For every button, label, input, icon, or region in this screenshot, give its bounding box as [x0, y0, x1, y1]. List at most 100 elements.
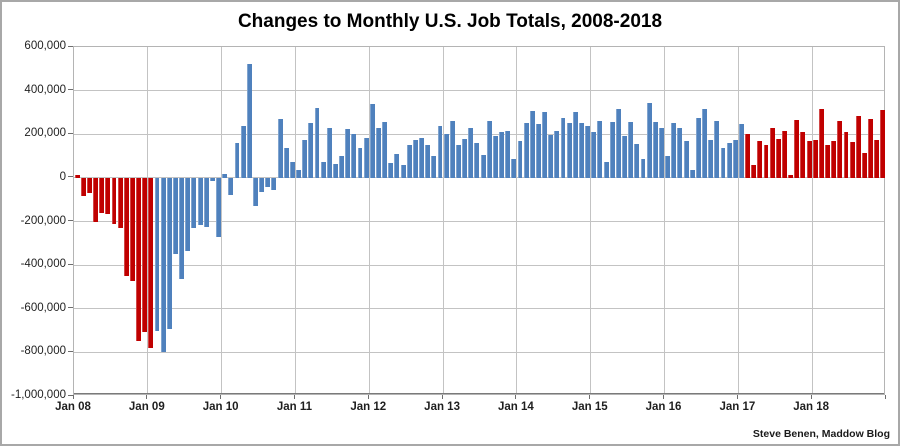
bar: [517, 140, 523, 178]
bar: [585, 125, 591, 178]
x-axis-tick: [589, 395, 591, 399]
bar: [542, 112, 548, 178]
bar: [554, 130, 560, 178]
bar: [849, 141, 855, 178]
bar: [548, 135, 554, 178]
bar: [209, 177, 215, 182]
x-axis-tick: [220, 395, 222, 399]
bar: [726, 142, 732, 178]
y-axis-tick: [68, 89, 73, 91]
bar: [123, 177, 129, 277]
bar: [800, 132, 806, 178]
horizontal-gridline: [74, 351, 884, 353]
bar: [492, 136, 498, 178]
bar: [308, 123, 314, 178]
bar: [419, 137, 424, 178]
bar: [425, 145, 431, 178]
x-axis-tick-label: Jan 18: [793, 401, 830, 413]
bar: [634, 144, 640, 178]
vertical-gridline: [442, 47, 444, 394]
bar: [775, 138, 781, 178]
horizontal-gridline: [74, 177, 884, 179]
bar: [93, 177, 98, 222]
bar: [431, 156, 437, 178]
bar: [788, 174, 794, 178]
bar: [376, 127, 381, 178]
bar: [609, 122, 615, 178]
bar: [535, 124, 541, 178]
bar: [708, 139, 714, 178]
bar: [173, 177, 178, 255]
bar: [129, 177, 135, 282]
bar: [505, 130, 511, 178]
bar: [615, 109, 621, 178]
horizontal-gridline: [74, 133, 884, 135]
bar: [652, 122, 658, 178]
x-axis-tick-label: Jan 12: [350, 401, 387, 413]
bar: [812, 139, 818, 178]
bar: [302, 139, 308, 178]
bar: [456, 145, 461, 178]
x-axis-line: [74, 393, 884, 394]
bar: [277, 118, 283, 178]
vertical-gridline: [221, 47, 223, 394]
x-axis-tick-label: Jan 15: [571, 401, 608, 413]
bar: [640, 159, 646, 178]
bar: [646, 102, 652, 178]
vertical-gridline: [368, 47, 370, 394]
bar: [486, 121, 492, 178]
bar: [843, 132, 849, 178]
bar: [529, 111, 535, 178]
bar: [332, 163, 338, 178]
bar: [191, 177, 197, 229]
bar: [677, 127, 683, 178]
chart-title: Changes to Monthly U.S. Job Totals, 2008…: [237, 11, 663, 32]
bar: [265, 177, 271, 187]
y-axis-tick: [68, 220, 73, 221]
y-axis-tick-label: 600,000: [24, 40, 66, 52]
x-axis-tick: [663, 395, 665, 399]
bar: [702, 109, 707, 178]
bar: [283, 148, 289, 178]
bar: [351, 134, 357, 178]
bar: [511, 159, 517, 178]
bar: [818, 109, 824, 178]
bar: [345, 128, 351, 178]
bar: [566, 123, 572, 178]
bar: [665, 156, 671, 178]
bar: [683, 140, 689, 178]
horizontal-gridline: [74, 90, 884, 92]
bar: [695, 117, 701, 178]
vertical-gridline: [516, 47, 518, 394]
bar: [855, 115, 861, 178]
bar: [732, 139, 738, 178]
horizontal-gridline: [74, 221, 884, 222]
bar: [216, 177, 221, 237]
vertical-gridline: [590, 47, 592, 394]
bar: [197, 177, 203, 225]
bar: [443, 134, 449, 178]
bar: [296, 170, 301, 178]
bar: [806, 140, 812, 178]
attribution-text: Steve Benen, Maddow Blog: [752, 428, 890, 440]
x-axis-tick: [72, 395, 74, 399]
x-axis-tick-label: Jan 08: [55, 401, 91, 413]
bar: [185, 177, 191, 251]
y-axis-tick-label: 400,000: [24, 83, 66, 96]
horizontal-gridline: [74, 264, 884, 266]
bar: [259, 177, 265, 193]
x-axis-tick: [810, 395, 812, 399]
bar: [412, 139, 418, 178]
x-axis-tick: [293, 395, 295, 399]
y-axis-tick: [68, 176, 73, 178]
bar: [880, 110, 886, 178]
bar: [480, 154, 486, 178]
x-axis-tick-label: Jan 17: [719, 401, 756, 413]
bar: [671, 123, 677, 178]
x-axis-tick-label: Jan 16: [645, 401, 682, 413]
bar: [659, 127, 664, 178]
bar: [862, 152, 867, 178]
bar: [757, 140, 763, 178]
vertical-gridline: [294, 47, 296, 394]
y-axis-tick: [68, 394, 73, 396]
